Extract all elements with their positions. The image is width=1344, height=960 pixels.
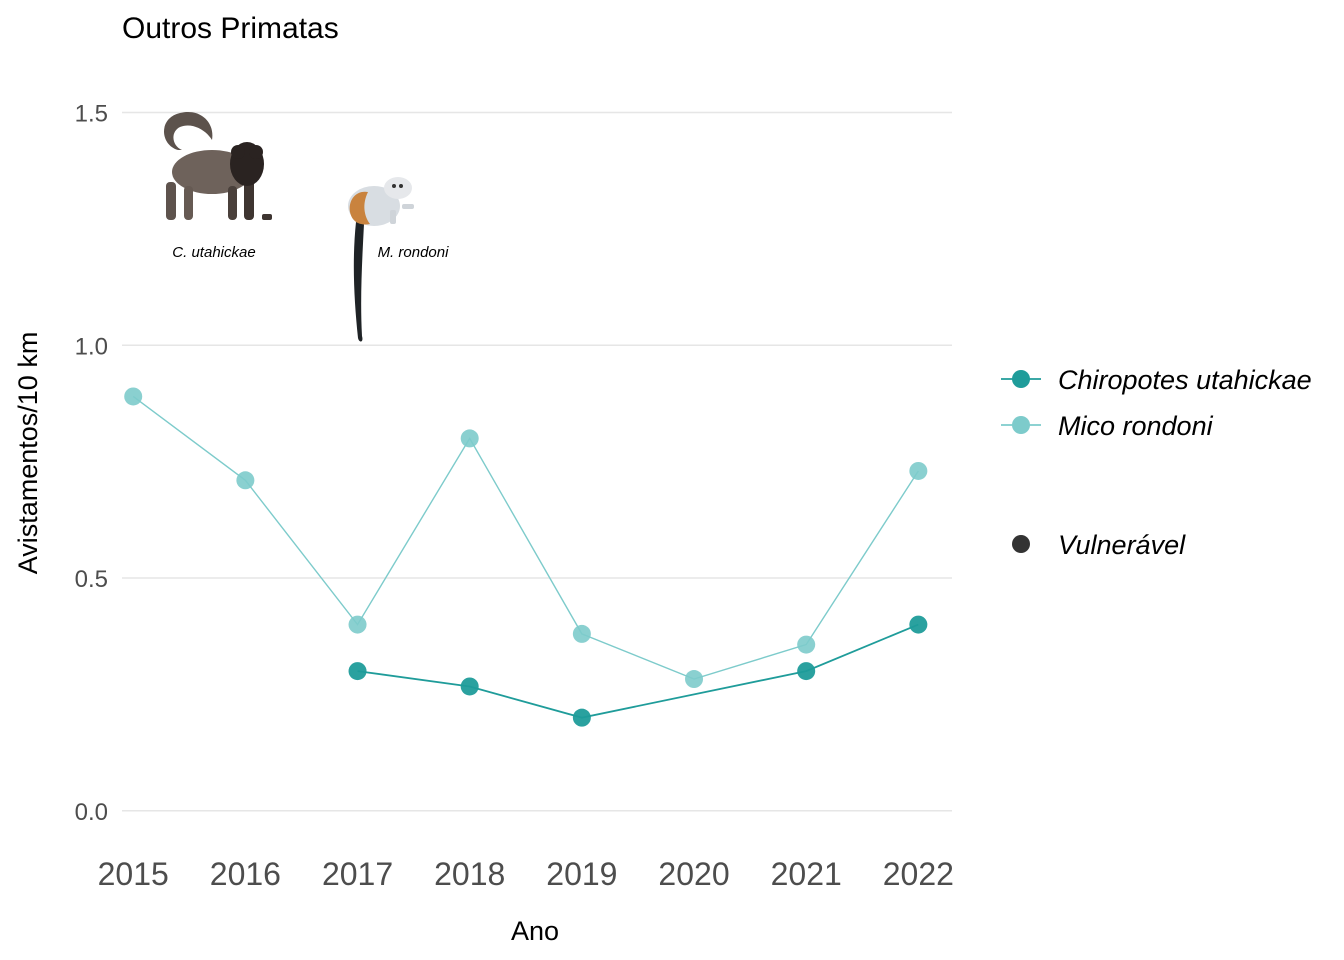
illustration-caption-c-utahickae: C. utahickae (172, 244, 255, 261)
series-line-chiropotes-utahickae (357, 623, 919, 719)
y-axis-ticks: 0.0 0.5 1.0 1.5 (75, 101, 108, 826)
bearded-saki-monkey-icon (164, 111, 272, 220)
x-tick-label: 2015 (98, 856, 169, 892)
x-tick-label: 2017 (322, 856, 393, 892)
series-layer (124, 387, 928, 727)
legend-label-vulneravel: Vulnerável (1058, 530, 1186, 560)
y-axis-label: Avistamentos/10 km (13, 332, 43, 575)
x-tick-label: 2020 (658, 856, 729, 892)
data-point-mico-rondoni (348, 615, 367, 634)
marmoset-icon (348, 177, 414, 342)
data-point-mico-rondoni (909, 461, 928, 480)
data-point-mico-rondoni (797, 635, 816, 654)
data-point-chiropotes-utahickae (460, 677, 479, 696)
x-axis-ticks: 2015 2016 2017 2018 2019 2020 2021 2022 (98, 856, 954, 892)
data-point-chiropotes-utahickae (348, 662, 367, 681)
data-point-chiropotes-utahickae (572, 708, 591, 727)
x-tick-label: 2022 (883, 856, 954, 892)
data-point-mico-rondoni (236, 471, 255, 490)
x-tick-label: 2016 (210, 856, 281, 892)
data-point-chiropotes-utahickae (909, 615, 928, 634)
legend-marker-mico-rondoni (1012, 416, 1030, 434)
y-tick-label: 1.5 (75, 101, 108, 128)
x-axis-label: Ano (511, 916, 559, 946)
legend-marker-vulneravel (1012, 535, 1030, 553)
data-point-mico-rondoni (685, 670, 704, 689)
x-tick-label: 2018 (434, 856, 505, 892)
data-point-mico-rondoni (460, 429, 479, 448)
y-tick-label: 1.0 (75, 333, 108, 360)
y-tick-label: 0.0 (75, 799, 108, 826)
legend-label-mico-rondoni: Mico rondoni (1058, 411, 1214, 441)
y-tick-label: 0.5 (75, 566, 108, 593)
illustration-caption-m-rondoni: M. rondoni (378, 244, 450, 261)
data-point-mico-rondoni (124, 387, 143, 406)
data-point-chiropotes-utahickae (797, 662, 816, 681)
legend: Chiropotes utahickae Mico rondoni Vulner… (1001, 365, 1312, 560)
data-point-mico-rondoni (572, 624, 591, 643)
series-line-mico-rondoni (132, 395, 919, 680)
x-tick-label: 2019 (546, 856, 617, 892)
legend-label-chiropotes-utahickae: Chiropotes utahickae (1058, 365, 1312, 395)
legend-marker-chiropotes-utahickae (1012, 370, 1030, 388)
y-gridlines (122, 111, 952, 812)
chart-title: Outros Primatas (122, 12, 339, 45)
x-tick-label: 2021 (771, 856, 842, 892)
